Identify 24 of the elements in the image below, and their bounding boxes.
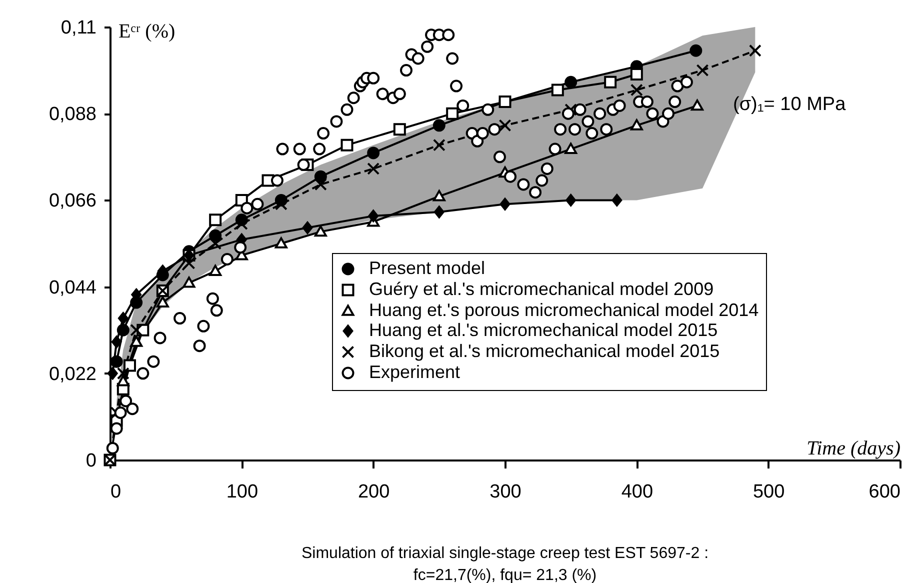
text: fc=21,7(%), fqu= 21,3 (%) — [413, 567, 597, 583]
legend-label: Bikong et al.'s micromechanical model 2015 — [369, 341, 720, 361]
x-tick-label: 600 — [868, 482, 900, 502]
legend-label: Experiment — [369, 362, 460, 382]
text: Simulation of triaxial single-stage creep test EST 5697-2 : — [301, 545, 709, 562]
x-tick-label: 0 — [110, 482, 122, 502]
annotation: (σ)₁= 10 MPa — [733, 94, 846, 115]
legend-label: Huang et al.'s micromechanical model 2015 — [369, 320, 718, 340]
x-axis-title: Time (days) — [806, 438, 901, 460]
x-tick-label: 400 — [621, 482, 654, 502]
x-tick-label: 100 — [226, 482, 258, 502]
x-tick-label: 500 — [752, 482, 785, 502]
x-tick-label: 200 — [358, 482, 390, 502]
y-tick-label: 0,022 — [48, 364, 96, 385]
y-tick-label: 0,066 — [48, 190, 96, 212]
y-axis-title: Eᶜʳ (%) — [118, 20, 176, 42]
legend-label: Present model — [369, 258, 486, 278]
legend-label: Guéry et al.'s micromechanical model 2009 — [369, 279, 714, 299]
y-tick-label: 0,088 — [48, 104, 96, 126]
legend-label: Huang et.'s porous micromechanical model 2014 — [369, 300, 759, 320]
x-tick-label: 300 — [490, 482, 522, 502]
y-tick-label: 0 — [86, 450, 96, 472]
y-tick-label: 0,044 — [48, 277, 97, 298]
y-tick-label: 0,11 — [60, 18, 96, 38]
